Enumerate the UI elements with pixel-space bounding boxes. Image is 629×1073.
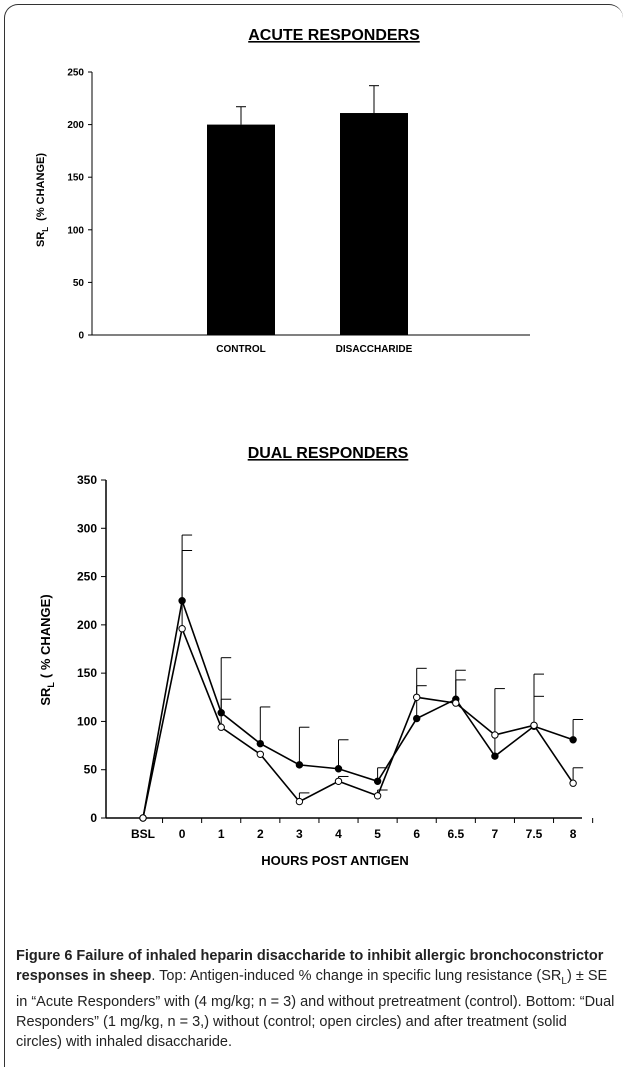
dual-series-line-open (142, 625, 574, 819)
dual-point-solid (256, 739, 264, 748)
acute-x-tick-label: DISACCHARIDE (336, 344, 413, 355)
dual-x-tick-label: 7 (492, 827, 499, 841)
dual-x-axis-label: HOURS POST ANTIGEN (261, 853, 409, 868)
dual-y-tick-label: 200 (77, 618, 97, 632)
dual-x-tick-label: 8 (570, 827, 577, 841)
dual-point-open (373, 792, 382, 800)
figure-frame (4, 4, 623, 1067)
figure-label: Figure 6 Failure of inhaled heparin disa… (16, 948, 604, 984)
dual-chart-title: DUAL RESPONDERS (248, 445, 409, 462)
acute-y-tick-label: 100 (67, 225, 84, 236)
dual-point-open (530, 721, 538, 729)
dual-y-tick-label: 100 (77, 714, 97, 728)
dual-point-open (139, 814, 147, 822)
figure-caption: Figure 6 Failure of inhaled heparin disa… (16, 946, 616, 1052)
caption-text-1: . Top: Antigen-induced % change in speci… (151, 968, 562, 984)
dual-point-open (413, 693, 421, 701)
acute-chart-axes: 0 50 100 150 200 250 CONTROL DISACCHARIDE (67, 68, 530, 355)
dual-y-tick-label: 0 (90, 811, 97, 825)
acute-y-tick-label: 50 (73, 278, 85, 289)
acute-bar (207, 124, 275, 335)
dual-y-tick-label: 150 (77, 666, 97, 680)
dual-chart-axes: 0 50 100 150 200 250 300 350 BSL 0 1 2 3 4 5 6 6.5 7 7.5 8 (77, 473, 594, 841)
dual-point-solid (491, 752, 499, 760)
dual-point-open (452, 699, 460, 707)
dual-point-solid (178, 597, 186, 605)
acute-chart-title: ACUTE RESPONDERS (248, 27, 420, 44)
dual-x-tick-label: 5 (374, 827, 381, 841)
acute-y-tick-label: 150 (67, 173, 84, 184)
dual-x-tick-label: 0 (179, 827, 186, 841)
dual-y-tick-label: 350 (77, 473, 97, 487)
acute-y-tick-label: 0 (78, 331, 84, 342)
acute-y-tick-label: 200 (67, 120, 84, 131)
dual-x-tick-label: 4 (335, 827, 342, 841)
dual-point-solid (334, 765, 343, 773)
dual-x-tick-label: 2 (257, 827, 264, 841)
dual-point-open (569, 779, 577, 787)
acute-y-axis-label: SRL(% CHANGE) (35, 153, 50, 247)
dual-x-tick-label: 7.5 (526, 827, 543, 841)
dual-y-axis-label: SRL( % CHANGE) (38, 594, 56, 705)
dual-point-solid (217, 709, 225, 717)
acute-bar (340, 113, 408, 335)
dual-y-tick-label: 50 (84, 763, 98, 777)
dual-x-tick-label: 6 (413, 827, 420, 841)
dual-x-tick-label: 6.5 (447, 827, 464, 841)
caption-subscript: L (561, 975, 567, 987)
dual-y-tick-label: 250 (77, 570, 97, 584)
dual-y-tick-label: 300 (77, 521, 97, 535)
dual-point-solid (295, 761, 304, 769)
dual-point-open (334, 777, 343, 786)
dual-point-open (295, 797, 304, 806)
dual-point-open (178, 625, 186, 633)
acute-x-tick-label: CONTROL (216, 344, 265, 355)
dual-x-tick-label: BSL (131, 827, 155, 841)
dual-x-tick-label: 3 (296, 827, 303, 841)
dual-point-solid (413, 714, 421, 723)
dual-point-open (217, 723, 225, 731)
caption-text-2: ) ± SE in “Acute Responders” with (4 mg/… (16, 968, 615, 1050)
dual-x-tick-label: 1 (218, 827, 225, 841)
dual-point-solid (373, 777, 382, 786)
dual-series-line-solid (142, 597, 574, 819)
acute-y-tick-label: 250 (67, 68, 84, 79)
dual-point-open (491, 731, 499, 739)
dual-point-solid (569, 736, 577, 744)
dual-point-open (256, 750, 264, 758)
